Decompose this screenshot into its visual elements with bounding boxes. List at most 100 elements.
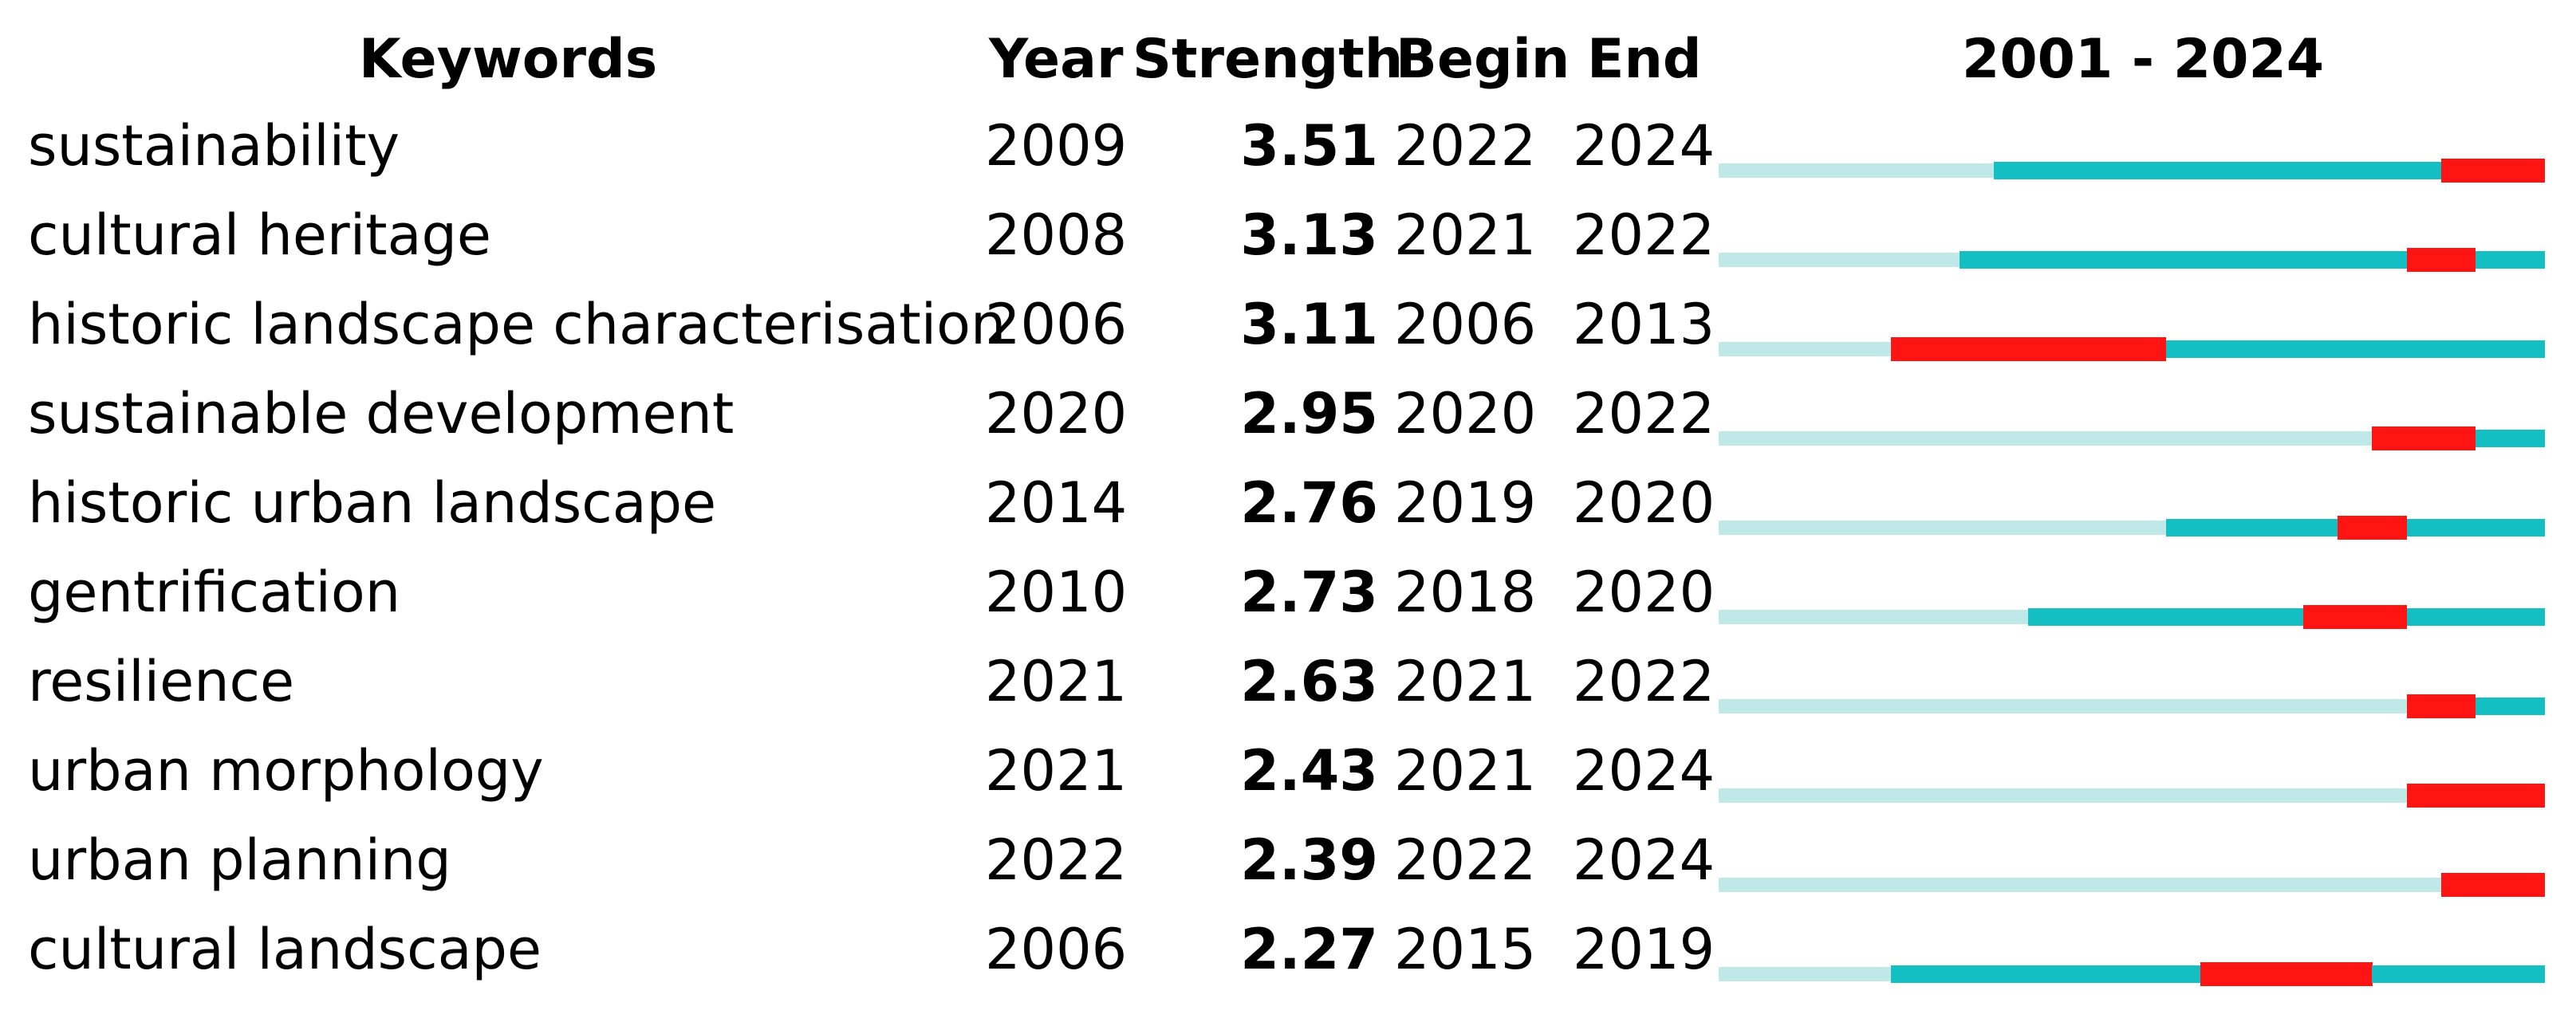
active-segment bbox=[2269, 251, 2304, 269]
active-segment bbox=[2097, 251, 2133, 269]
timeline-segment bbox=[1856, 610, 1892, 624]
timeline-segment bbox=[2165, 788, 2201, 803]
timeline-segment bbox=[1890, 521, 1926, 535]
timeline-segment bbox=[2097, 521, 2133, 535]
burst-segment bbox=[2440, 784, 2476, 808]
keyword-label: sustainable development bbox=[28, 381, 735, 446]
end-value: 2024 bbox=[1573, 113, 1715, 179]
end-value: 2024 bbox=[1573, 738, 1715, 804]
header-strength: Strength bbox=[1132, 28, 1404, 91]
active-segment bbox=[2269, 519, 2304, 537]
active-segment bbox=[1959, 251, 1995, 269]
active-segment bbox=[2475, 430, 2511, 447]
timeline-segment bbox=[1787, 788, 1822, 803]
burst-segment bbox=[1890, 337, 1926, 361]
burst-segment bbox=[2509, 784, 2545, 808]
timeline-segment bbox=[2338, 878, 2373, 892]
active-segment bbox=[2097, 965, 2133, 983]
burst-segment bbox=[2440, 426, 2476, 450]
keyword-label: sustainability bbox=[28, 113, 400, 179]
active-segment bbox=[2372, 162, 2408, 179]
year-value: 2008 bbox=[985, 202, 1128, 268]
active-segment bbox=[2062, 251, 2097, 269]
timeline-segment bbox=[2406, 878, 2442, 892]
timeline-segment bbox=[1753, 610, 1788, 624]
burst-segment bbox=[2372, 605, 2408, 629]
active-segment bbox=[2165, 519, 2201, 537]
timeline-segment bbox=[1719, 967, 1754, 981]
strength-value: 3.11 bbox=[1240, 292, 1378, 357]
timeline-segment bbox=[1753, 342, 1788, 356]
active-segment bbox=[2406, 340, 2442, 358]
timeline-segment bbox=[1822, 342, 1857, 356]
timeline-segment bbox=[2028, 788, 2063, 803]
timeline-segment bbox=[1856, 521, 1892, 535]
timeline-segment bbox=[2303, 788, 2338, 803]
timeline-segment bbox=[1924, 878, 1960, 892]
burst-segment bbox=[2303, 605, 2338, 629]
active-segment bbox=[2475, 965, 2511, 983]
end-value: 2022 bbox=[1573, 202, 1715, 268]
timeline-segment bbox=[1856, 878, 1892, 892]
active-segment bbox=[2509, 608, 2545, 626]
active-segment bbox=[2338, 251, 2373, 269]
timeline-segment bbox=[1822, 788, 1857, 803]
timeline-segment bbox=[1753, 253, 1788, 267]
timeline-segment bbox=[2028, 521, 2063, 535]
timeline-segment bbox=[2062, 699, 2097, 713]
timeline-segment bbox=[2338, 431, 2373, 446]
timeline-segment bbox=[1753, 699, 1788, 713]
year-value: 2021 bbox=[985, 649, 1128, 714]
active-segment bbox=[2372, 251, 2408, 269]
timeline-segment bbox=[1787, 163, 1822, 178]
burst-segment bbox=[2338, 962, 2373, 986]
active-segment bbox=[2303, 340, 2338, 358]
active-segment bbox=[2475, 340, 2511, 358]
burst-segment bbox=[2509, 159, 2545, 183]
active-segment bbox=[2338, 340, 2373, 358]
timeline-segment bbox=[1753, 967, 1788, 981]
timeline-segment bbox=[1719, 342, 1754, 356]
year-value: 2021 bbox=[985, 738, 1128, 804]
strength-value: 2.73 bbox=[1240, 560, 1378, 625]
timeline-segment bbox=[2269, 788, 2304, 803]
timeline-segment bbox=[2165, 878, 2201, 892]
active-segment bbox=[2234, 340, 2270, 358]
timeline-segment bbox=[2200, 788, 2235, 803]
active-segment bbox=[2165, 340, 2201, 358]
burst-segment bbox=[1924, 337, 1960, 361]
end-value: 2022 bbox=[1573, 381, 1715, 446]
timeline-segment bbox=[2269, 699, 2304, 713]
begin-value: 2022 bbox=[1394, 113, 1537, 179]
burst-segment bbox=[2406, 426, 2442, 450]
timeline-segment bbox=[1959, 431, 1995, 446]
active-segment bbox=[2372, 340, 2408, 358]
timeline-segment bbox=[1994, 521, 2029, 535]
timeline-segment bbox=[1822, 610, 1857, 624]
timeline-segment bbox=[2028, 431, 2063, 446]
active-segment bbox=[1994, 251, 2029, 269]
active-segment bbox=[2406, 608, 2442, 626]
active-segment bbox=[2372, 965, 2408, 983]
timeline-segment bbox=[2062, 878, 2097, 892]
active-segment bbox=[2165, 162, 2201, 179]
timeline-segment bbox=[2234, 788, 2270, 803]
active-segment bbox=[1959, 965, 1995, 983]
active-segment bbox=[2338, 162, 2373, 179]
burst-segment bbox=[2234, 962, 2270, 986]
timeline-segment bbox=[1924, 253, 1960, 267]
timeline-segment bbox=[1719, 431, 1754, 446]
burst-segment bbox=[1959, 337, 1995, 361]
keyword-label: gentrification bbox=[28, 560, 401, 625]
timeline-segment bbox=[2269, 431, 2304, 446]
keyword-label: cultural landscape bbox=[28, 917, 542, 982]
timeline-segment bbox=[2097, 878, 2133, 892]
timeline-segment bbox=[1856, 699, 1892, 713]
burst-segment bbox=[2406, 784, 2442, 808]
year-value: 2010 bbox=[985, 560, 1128, 625]
end-value: 2024 bbox=[1573, 827, 1715, 893]
timeline-segment bbox=[1822, 521, 1857, 535]
active-segment bbox=[2303, 251, 2338, 269]
active-segment bbox=[2509, 340, 2545, 358]
begin-value: 2021 bbox=[1394, 649, 1537, 714]
